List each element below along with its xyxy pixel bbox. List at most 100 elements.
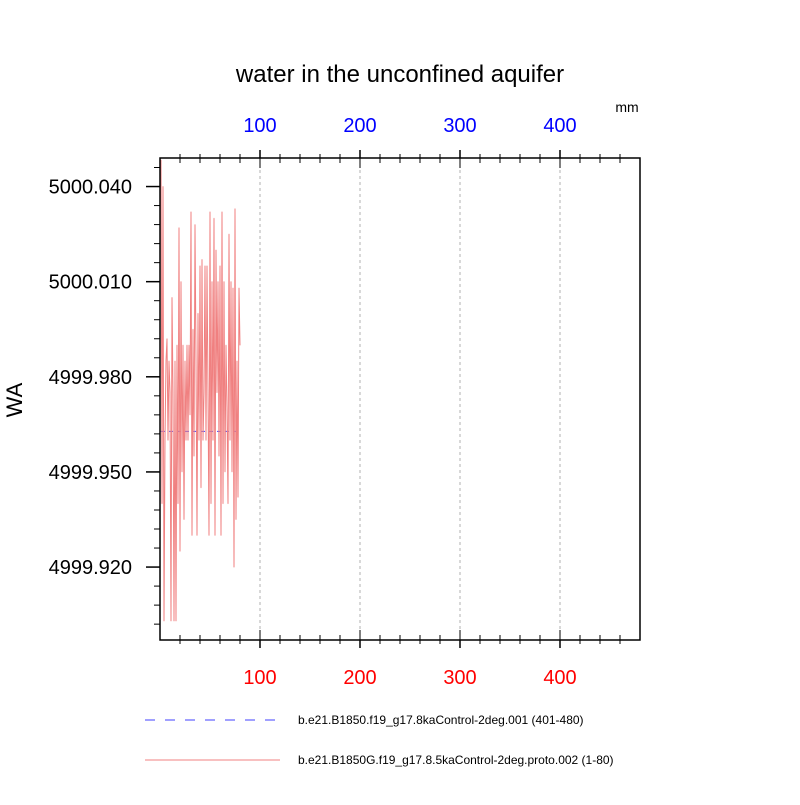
y-tick-label: 5000.040 [49, 177, 132, 199]
data-point [224, 471, 226, 473]
data-point [198, 439, 200, 441]
data-point [236, 360, 238, 362]
data-point [227, 503, 229, 505]
data-point [180, 281, 182, 283]
data-point [202, 439, 204, 441]
top-axis-unit-label: mm [615, 99, 638, 115]
data-point [216, 392, 218, 394]
y-tick-label: 4999.950 [49, 462, 132, 484]
y-tick-label: 4999.980 [49, 367, 132, 389]
data-point [182, 344, 184, 346]
data-point [211, 281, 213, 283]
data-point [230, 281, 232, 283]
data-point [175, 620, 177, 622]
data-point [194, 224, 196, 226]
data-point [169, 392, 171, 394]
y-axis-label: WA [2, 382, 27, 417]
data-point [221, 211, 223, 213]
x-tick-label-bottom: 100 [243, 667, 276, 689]
x-tick-label-top: 400 [543, 115, 576, 137]
data-point [181, 471, 183, 473]
data-point [212, 439, 214, 441]
x-tick-label-top: 200 [343, 115, 376, 137]
data-point [213, 217, 215, 219]
x-tick-label-bottom: 300 [443, 667, 476, 689]
data-point [208, 534, 210, 536]
data-point [231, 471, 233, 473]
data-point [228, 233, 230, 235]
x-tick-label-bottom: 400 [543, 667, 576, 689]
legend: b.e21.B1850.f19_g17.8kaControl-2deg.001 … [145, 713, 614, 767]
legend-label: b.e21.B1850.f19_g17.8kaControl-2deg.001 … [298, 713, 584, 727]
data-point [218, 455, 220, 457]
data-point [191, 534, 193, 536]
data-point [187, 439, 189, 441]
data-point [190, 211, 192, 213]
data-point [171, 297, 173, 299]
data-point [178, 227, 180, 229]
series-layer [160, 159, 241, 622]
data-point [199, 265, 201, 267]
data-point [200, 487, 202, 489]
series-line-1 [160, 159, 241, 621]
data-point [204, 265, 206, 267]
data-point [205, 439, 207, 441]
data-point [177, 503, 179, 505]
data-point [162, 186, 164, 188]
data-point [233, 566, 235, 568]
data-point [163, 620, 165, 622]
data-point [185, 439, 187, 441]
data-point [166, 338, 168, 340]
data-point [172, 392, 174, 394]
data-point [174, 360, 176, 362]
data-point [232, 287, 234, 289]
data-point [215, 249, 217, 251]
data-point [188, 344, 190, 346]
data-point [165, 360, 167, 362]
x-tick-label-top: 300 [443, 115, 476, 137]
data-point [168, 360, 170, 362]
data-point [207, 392, 209, 394]
data-point [161, 503, 163, 505]
data-point [217, 281, 219, 283]
y-tick-label: 5000.010 [49, 272, 132, 294]
data-point [196, 534, 198, 536]
data-point [239, 344, 241, 346]
chart-title: water in the unconfined aquifer [235, 61, 564, 88]
data-point [192, 328, 194, 330]
data-point [183, 519, 185, 520]
y-tick-label: 4999.920 [49, 557, 132, 579]
data-point [195, 360, 197, 362]
grid-layer [259, 158, 561, 640]
data-point [235, 519, 237, 520]
data-point [219, 265, 221, 267]
data-point [164, 439, 166, 441]
data-point [201, 258, 203, 260]
data-point [229, 439, 231, 441]
data-point [184, 360, 186, 362]
data-point [234, 208, 236, 210]
tick-layer [146, 150, 621, 648]
data-point [186, 344, 188, 346]
data-point [203, 392, 205, 394]
data-point [209, 211, 211, 213]
data-point [206, 265, 208, 267]
data-point [214, 534, 216, 536]
data-point [197, 312, 199, 314]
data-point [210, 503, 212, 505]
data-point [193, 455, 195, 457]
data-point [170, 620, 172, 622]
data-point [173, 620, 175, 622]
data-point [220, 534, 222, 536]
data-point [176, 344, 178, 346]
x-tick-label-top: 100 [243, 115, 276, 137]
data-point [223, 281, 225, 283]
data-point [179, 550, 181, 552]
data-point [237, 496, 239, 498]
data-point [226, 408, 228, 410]
data-point [238, 287, 240, 289]
data-point [189, 414, 191, 416]
data-point [225, 344, 227, 346]
